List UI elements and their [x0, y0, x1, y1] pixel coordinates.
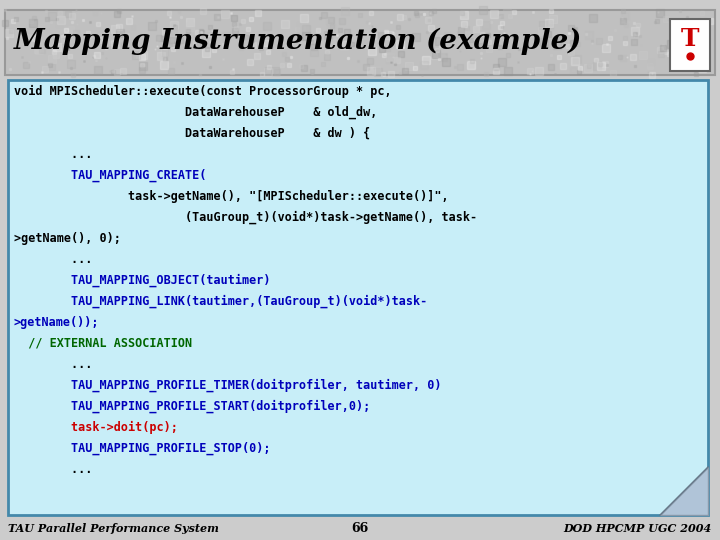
Text: TAU_MAPPING_CREATE(: TAU_MAPPING_CREATE(: [14, 169, 207, 183]
Text: task->getName(), "[MPIScheduler::execute()]",: task->getName(), "[MPIScheduler::execute…: [14, 190, 449, 203]
Text: TAU_MAPPING_PROFILE_START(doitprofiler,0);: TAU_MAPPING_PROFILE_START(doitprofiler,0…: [14, 400, 370, 414]
Text: ...: ...: [14, 253, 92, 266]
Text: ...: ...: [14, 463, 92, 476]
Text: >getName());: >getName());: [14, 316, 99, 329]
Text: TAU Parallel Performance System: TAU Parallel Performance System: [8, 523, 219, 534]
Text: TAU_MAPPING_PROFILE_STOP(0);: TAU_MAPPING_PROFILE_STOP(0);: [14, 442, 271, 455]
Text: task->doit(pc);: task->doit(pc);: [14, 421, 178, 434]
Text: DataWarehouseP    & old_dw,: DataWarehouseP & old_dw,: [14, 106, 377, 119]
Text: (TauGroup_t)(void*)task->getName(), task-: (TauGroup_t)(void*)task->getName(), task…: [14, 211, 477, 225]
Bar: [670, 19, 710, 71]
Text: TAU_MAPPING_LINK(tautimer,(TauGroup_t)(void*)task-: TAU_MAPPING_LINK(tautimer,(TauGroup_t)(v…: [14, 295, 427, 308]
Text: T: T: [680, 27, 699, 51]
Polygon shape: [660, 467, 708, 515]
Text: >getName(), 0);: >getName(), 0);: [14, 232, 121, 245]
Bar: [5, 10, 715, 75]
Text: void MPIScheduler::execute(const ProcessorGroup * pc,: void MPIScheduler::execute(const Process…: [14, 85, 392, 98]
Text: ...: ...: [14, 358, 92, 371]
Text: TAU_MAPPING_OBJECT(tautimer): TAU_MAPPING_OBJECT(tautimer): [14, 274, 271, 287]
Text: ...: ...: [14, 148, 92, 161]
Text: TAU_MAPPING_PROFILE_TIMER(doitprofiler, tautimer, 0): TAU_MAPPING_PROFILE_TIMER(doitprofiler, …: [14, 379, 441, 393]
Text: Mapping Instrumentation (example): Mapping Instrumentation (example): [14, 28, 582, 55]
Text: DOD HPCMP UGC 2004: DOD HPCMP UGC 2004: [564, 523, 712, 534]
Text: // EXTERNAL ASSOCIATION: // EXTERNAL ASSOCIATION: [14, 337, 192, 350]
Text: DataWarehouseP    & dw ) {: DataWarehouseP & dw ) {: [14, 127, 370, 140]
Bar: [8, 80, 708, 515]
Text: 66: 66: [351, 522, 369, 535]
